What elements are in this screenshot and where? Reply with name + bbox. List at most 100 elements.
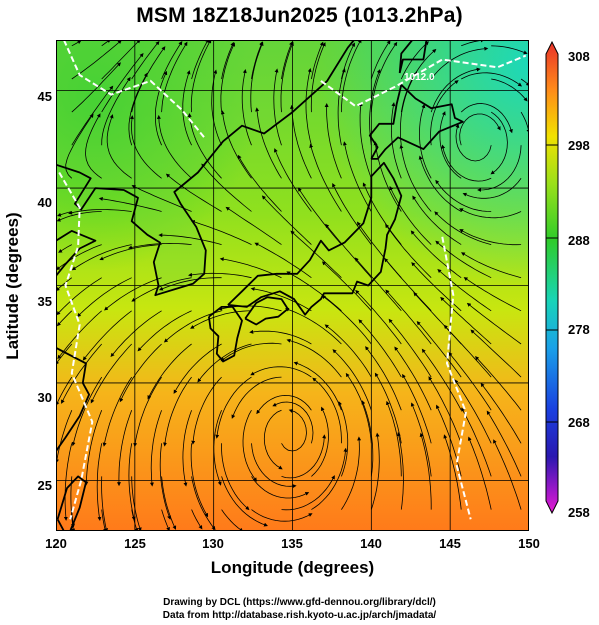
streamline-178 (389, 185, 432, 245)
streamline-201 (454, 379, 492, 444)
streamline-137 (309, 143, 342, 212)
isobar-1 (320, 54, 527, 108)
streamline-25 (85, 113, 102, 179)
streamline-96 (220, 110, 252, 179)
streamline-171 (410, 402, 432, 477)
streamline-223 (459, 208, 522, 219)
streamline-216 (480, 382, 522, 444)
streamline-121 (254, 242, 312, 279)
streamline-70 (190, 40, 212, 113)
streamline-173 (394, 346, 432, 411)
streamline-107 (219, 257, 282, 279)
streamline-157 (386, 400, 402, 477)
streamline-175 (385, 289, 432, 345)
isobar-2 (58, 171, 94, 520)
colorbar-tick-268: 268 (568, 415, 590, 430)
streamline-28 (101, 40, 141, 80)
streamline-73 (221, 476, 268, 527)
streamline-11 (71, 85, 114, 146)
streamline-141 (341, 42, 355, 80)
streamline-74 (221, 443, 250, 511)
mainland-fill (56, 40, 354, 296)
streamline-19 (71, 376, 103, 447)
streamline-219 (466, 302, 522, 345)
streamline-76 (191, 376, 222, 445)
streamline-72 (221, 509, 244, 531)
colorbar-tick-278: 278 (568, 322, 590, 337)
streamline-12 (71, 62, 121, 113)
streamline-214 (493, 439, 522, 510)
streamline-180 (418, 103, 432, 179)
streamline-183 (430, 46, 489, 80)
streamline-94 (190, 220, 252, 245)
streamline-29 (101, 40, 111, 47)
streamline-50 (110, 310, 162, 358)
streamline-192 (412, 195, 462, 245)
streamline-27 (101, 53, 144, 113)
streamline-40 (106, 114, 132, 179)
streamline-18 (84, 410, 103, 486)
streamline-225 (477, 145, 522, 192)
streamline-222 (459, 229, 522, 246)
streamline-159 (365, 346, 402, 411)
coast-china-east (56, 230, 97, 277)
streamline-35 (90, 343, 132, 404)
streamline-197 (461, 72, 523, 87)
streamline-51 (104, 277, 162, 311)
streamline-170 (419, 432, 432, 510)
streamline-14 (71, 40, 82, 47)
streamline-193 (418, 155, 462, 212)
streamline-104 (231, 376, 282, 419)
streamline-116 (272, 401, 314, 444)
x-tick-130: 130 (202, 536, 224, 551)
streamline-88 (251, 443, 297, 489)
streamline-126 (310, 42, 326, 113)
streamline-207 (434, 211, 492, 245)
streamline-108 (225, 206, 282, 245)
streamline-135 (290, 230, 342, 278)
isobar-0 (62, 40, 207, 141)
streamline-226 (520, 111, 529, 134)
streamline-39 (68, 209, 132, 215)
streamline-143 (361, 400, 374, 477)
streamline-37 (76, 277, 132, 318)
streamline-203 (443, 324, 492, 378)
coast-honshu (227, 161, 403, 316)
streamline-136 (297, 187, 342, 245)
x-tick-140: 140 (360, 536, 382, 551)
streamline-53 (98, 196, 162, 212)
coast-taiwan (56, 475, 87, 531)
streamline-209 (441, 144, 492, 182)
streamline-142 (370, 432, 380, 510)
streamline-66 (128, 242, 192, 250)
streamline-58 (191, 509, 203, 530)
y-tick-25: 25 (37, 478, 52, 493)
map-plot-area: 1012.0 (56, 40, 529, 531)
streamline-64 (137, 310, 192, 352)
streamline-221 (460, 252, 522, 279)
coast-asia-mainland (56, 40, 355, 297)
credits: Drawing by DCL (https://www.gfd-dennou.o… (0, 596, 599, 622)
streamline-42 (131, 46, 166, 113)
coast-kyushu (208, 306, 243, 363)
streamline-84 (220, 42, 236, 113)
streamline-140 (341, 40, 362, 113)
streamline-temperature-map: 1012.0 (56, 40, 529, 531)
streamline-172 (402, 373, 432, 444)
coast-hokkaido (368, 83, 464, 160)
streamline-124 (289, 104, 312, 179)
streamline-155 (370, 40, 391, 80)
streamline-62 (163, 376, 192, 447)
streamline-144 (345, 372, 372, 444)
streamline-118 (250, 366, 312, 378)
streamline-71 (191, 40, 209, 80)
streamline-109 (237, 154, 282, 212)
streamline-185 (435, 404, 462, 477)
streamline-212 (491, 78, 528, 102)
streamline-61 (182, 410, 192, 487)
streamline-83 (211, 69, 222, 146)
streamline-132 (286, 338, 342, 378)
streamline-227 (520, 78, 529, 86)
streamline-59 (191, 476, 216, 531)
streamline-151 (342, 141, 372, 212)
